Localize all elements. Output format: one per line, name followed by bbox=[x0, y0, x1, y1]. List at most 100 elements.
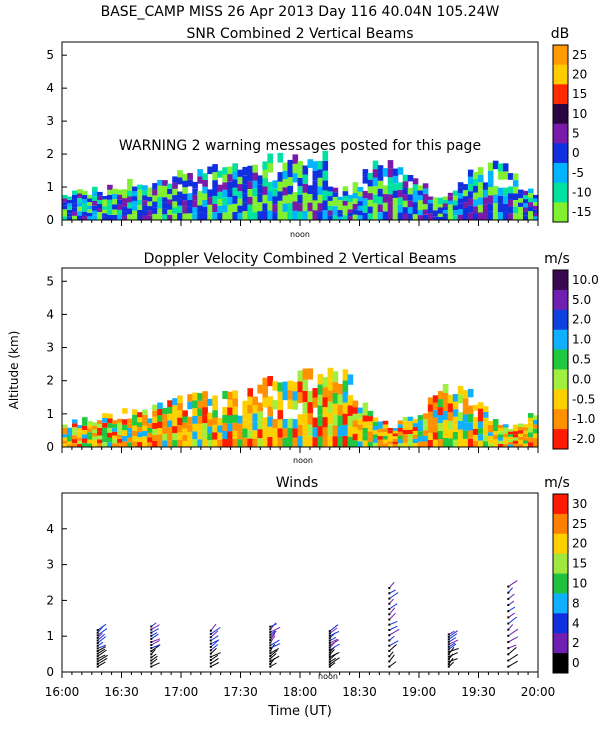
heat-cell bbox=[497, 440, 504, 444]
heat-cell bbox=[122, 202, 128, 207]
heat-cell bbox=[117, 214, 123, 220]
y-tick-label: 1 bbox=[46, 629, 54, 643]
heat-cell bbox=[447, 420, 454, 430]
heat-cell bbox=[252, 204, 258, 213]
heat-cell bbox=[528, 197, 534, 203]
heat-cell bbox=[237, 431, 243, 440]
heat-cell bbox=[417, 415, 424, 421]
heat-cell bbox=[72, 423, 78, 428]
heat-cell bbox=[172, 213, 178, 220]
heat-cell bbox=[533, 415, 539, 420]
colorbar-label: 25 bbox=[572, 517, 587, 531]
heat-cell bbox=[242, 419, 248, 429]
heat-cell bbox=[297, 436, 304, 447]
heat-cell bbox=[412, 208, 419, 215]
heat-cell bbox=[397, 212, 404, 220]
heat-cell bbox=[132, 414, 138, 421]
heat-cell bbox=[352, 400, 359, 408]
heat-cell bbox=[327, 435, 334, 447]
heat-cell bbox=[67, 210, 73, 214]
heat-cell bbox=[102, 196, 108, 200]
heat-cell bbox=[122, 435, 128, 442]
heat-cell bbox=[472, 416, 479, 423]
heat-cell bbox=[72, 199, 78, 204]
wind-barb bbox=[97, 623, 107, 631]
heat-cell bbox=[327, 205, 334, 211]
wind-barb bbox=[508, 580, 518, 588]
heat-cell bbox=[97, 191, 103, 196]
wind-barb bbox=[269, 635, 276, 643]
heat-cell bbox=[467, 169, 474, 177]
wind-point bbox=[150, 634, 153, 637]
heat-cell bbox=[523, 430, 529, 434]
wind-point bbox=[507, 641, 510, 643]
heat-cell bbox=[332, 215, 339, 220]
heat-cell bbox=[147, 423, 153, 428]
heat-cell bbox=[482, 197, 489, 205]
heat-cell bbox=[387, 177, 394, 186]
heat-cell bbox=[472, 192, 479, 200]
heat-cell bbox=[417, 436, 424, 442]
heat-cell bbox=[137, 194, 143, 200]
heat-cell bbox=[422, 193, 429, 199]
heat-cell bbox=[202, 407, 208, 416]
heat-cell bbox=[132, 425, 138, 431]
plot-frame bbox=[61, 492, 539, 673]
wind-point bbox=[388, 618, 391, 621]
heat-cell bbox=[412, 190, 419, 197]
heat-cell bbox=[417, 190, 424, 196]
heat-cell bbox=[422, 209, 429, 215]
heat-cell bbox=[512, 434, 519, 438]
heat-cell bbox=[347, 395, 354, 406]
heat-cell bbox=[142, 215, 148, 220]
heat-cell bbox=[122, 424, 128, 431]
heat-cell bbox=[367, 431, 374, 437]
heat-cell bbox=[232, 422, 238, 431]
heat-cell bbox=[237, 184, 243, 192]
heat-cell bbox=[437, 204, 444, 208]
heat-cell bbox=[367, 186, 374, 194]
heat-cell bbox=[242, 428, 248, 438]
heat-cell bbox=[412, 427, 419, 431]
heat-cell bbox=[262, 178, 268, 187]
heat-cell bbox=[137, 432, 143, 438]
heat-cell bbox=[372, 177, 379, 187]
heat-cell bbox=[107, 418, 113, 424]
wind-point bbox=[388, 665, 391, 668]
heat-cell bbox=[262, 397, 268, 408]
heat-cell bbox=[462, 414, 469, 423]
heat-cell bbox=[222, 174, 228, 183]
wind-barb bbox=[329, 643, 340, 651]
heat-cell bbox=[362, 402, 369, 409]
heat-cell bbox=[432, 417, 439, 425]
heat-cell bbox=[533, 419, 539, 425]
heat-cell bbox=[507, 186, 514, 194]
heat-cell bbox=[362, 421, 369, 428]
heat-cell bbox=[282, 390, 289, 401]
heat-cell bbox=[252, 180, 258, 189]
wind-barb bbox=[270, 639, 280, 646]
heat-cell bbox=[222, 182, 228, 190]
heat-cell bbox=[528, 215, 534, 220]
heat-cell bbox=[292, 154, 299, 164]
heat-cell bbox=[157, 197, 163, 203]
heat-cell bbox=[287, 399, 294, 410]
heat-cell bbox=[132, 186, 138, 192]
heat-cell bbox=[77, 189, 83, 194]
heat-cell bbox=[392, 444, 399, 447]
wind-point bbox=[209, 649, 212, 652]
heat-cell bbox=[523, 440, 529, 444]
heat-cell bbox=[247, 388, 253, 397]
wind-barb bbox=[389, 640, 399, 647]
heat-cell bbox=[372, 169, 379, 178]
heat-cell bbox=[502, 430, 509, 434]
heat-cell bbox=[427, 213, 434, 217]
heat-cell bbox=[462, 438, 469, 447]
wind-point bbox=[507, 585, 510, 588]
heat-cell bbox=[392, 183, 399, 191]
heat-cell bbox=[72, 431, 78, 436]
heat-cell bbox=[342, 210, 349, 216]
wind-point bbox=[96, 665, 99, 668]
heat-cell bbox=[427, 216, 434, 220]
heat-cell bbox=[402, 207, 409, 214]
